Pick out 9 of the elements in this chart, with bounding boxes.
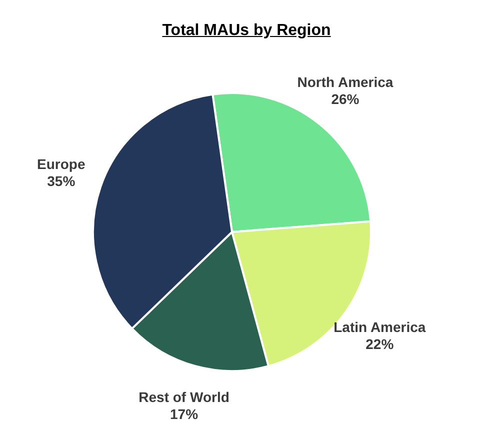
slice-label: North America (297, 74, 394, 90)
data-label: 35% (47, 173, 76, 190)
chart-title: Total MAUs by Region (161, 22, 332, 40)
slice-label: Rest of World (138, 389, 230, 406)
data-label: 22% (366, 336, 394, 352)
data-label: 26% (331, 91, 360, 108)
slice-label: Latin America (334, 319, 426, 336)
slice-label: Europe (37, 156, 86, 172)
data-label: 17% (170, 406, 199, 422)
